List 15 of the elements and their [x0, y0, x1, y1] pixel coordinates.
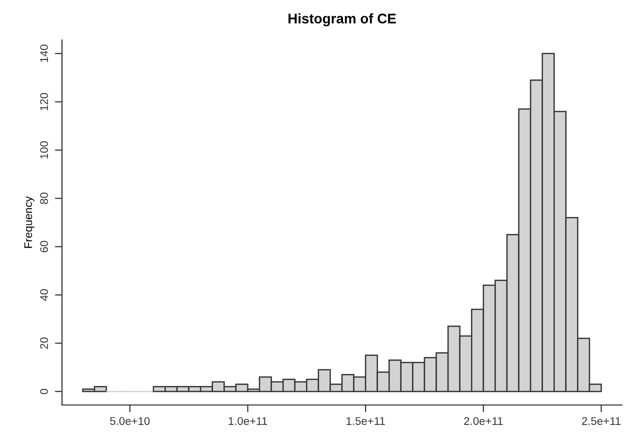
x-tick-label: 1.5e+11 [346, 417, 385, 425]
x-tick-label: 2.0e+11 [464, 417, 503, 425]
x-tick-label: 1.0e+11 [228, 417, 268, 425]
y-tick-label: 80 [40, 192, 48, 204]
y-tick-label: 140 [40, 44, 48, 62]
y-tick-label: 40 [40, 289, 48, 301]
y-tick-label: 60 [40, 240, 48, 252]
y-axis-title: Frequency [24, 196, 34, 248]
chart-title: Histogram of CE [288, 13, 396, 26]
y-tick-label: 120 [40, 92, 48, 110]
y-tick-label: 100 [40, 141, 48, 158]
x-tick-label: 2.5e+11 [582, 417, 621, 425]
y-tick-label: 0 [40, 388, 48, 394]
x-tick-label: 5.0e+10 [110, 417, 150, 425]
y-tick-label: 20 [40, 337, 48, 349]
